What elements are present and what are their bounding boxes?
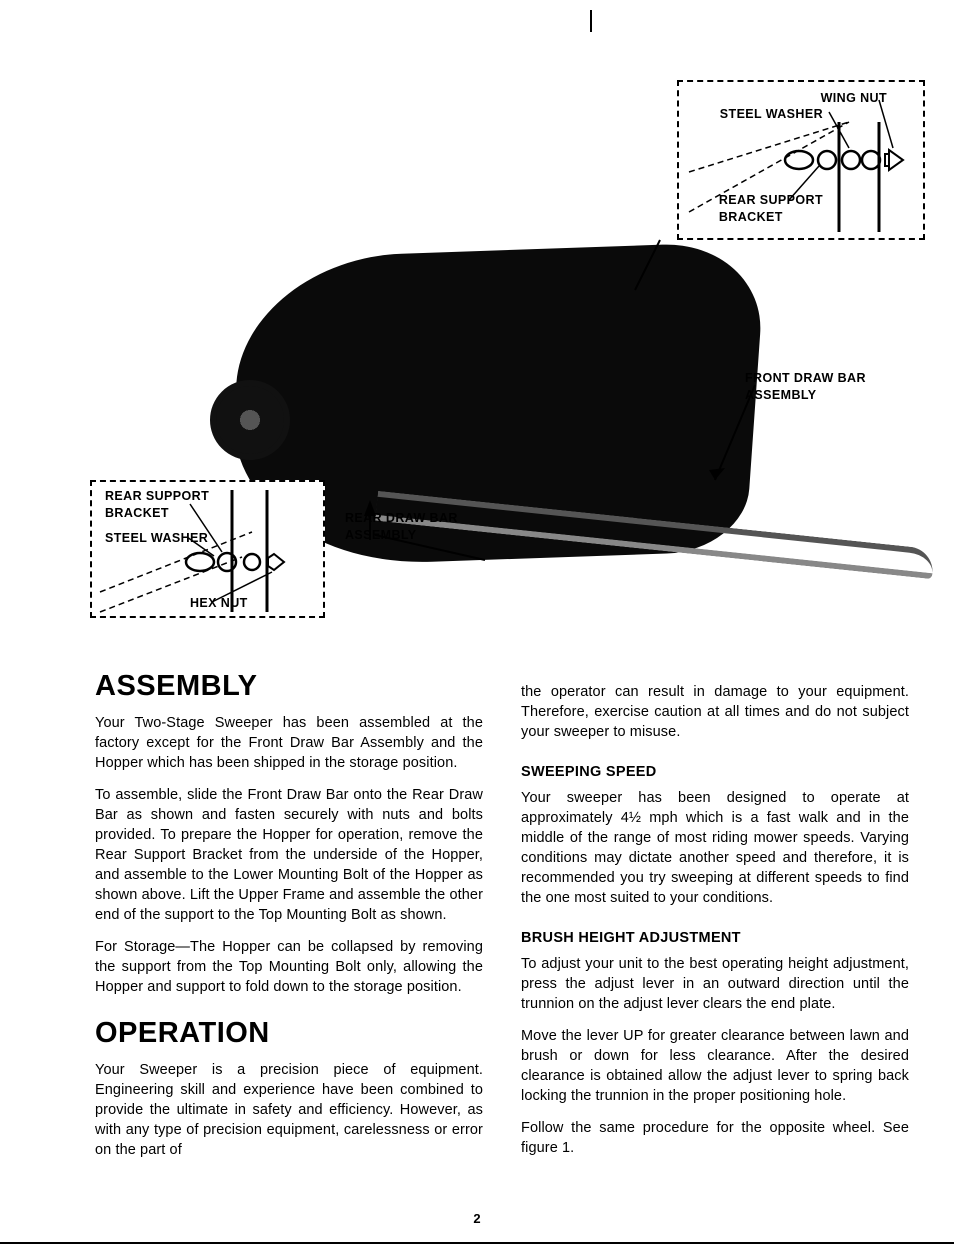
assembly-para-3: For Storage—The Hopper can be collapsed … — [95, 937, 483, 997]
assembly-figure: WING NUT STEEL WASHER REAR SUPPORT BRACK… — [95, 80, 915, 630]
label-wing-nut: WING NUT — [821, 90, 887, 107]
bottom-rule — [0, 1242, 954, 1244]
brush-para-2: Move the lever UP for greater clearance … — [521, 1026, 909, 1106]
crop-mark — [590, 10, 592, 32]
page-number: 2 — [473, 1211, 480, 1226]
operation-para-1: Your Sweeper is a precision piece of equ… — [95, 1060, 483, 1160]
label-hex-nut: HEX NUT — [190, 595, 248, 612]
heading-brush-height: BRUSH HEIGHT ADJUSTMENT — [521, 930, 909, 946]
label-steel-washer-bottom: STEEL WASHER — [105, 530, 215, 547]
label-rear-support-bottom: REAR SUPPORT BRACKET — [105, 488, 215, 522]
assembly-para-1: Your Two-Stage Sweeper has been assemble… — [95, 713, 483, 773]
brush-para-3: Follow the same procedure for the opposi… — [521, 1118, 909, 1158]
assembly-para-2: To assemble, slide the Front Draw Bar on… — [95, 785, 483, 925]
text-columns: ASSEMBLY Your Two-Stage Sweeper has been… — [95, 670, 909, 1172]
right-column: the operator can result in damage to you… — [521, 670, 909, 1172]
sweeping-para-1: Your sweeper has been designed to operat… — [521, 788, 909, 908]
callout-box-top-right: WING NUT STEEL WASHER REAR SUPPORT BRACK… — [677, 80, 925, 240]
label-front-draw-bar: FRONT DRAW BAR ASSEMBLY — [745, 370, 915, 404]
left-column: ASSEMBLY Your Two-Stage Sweeper has been… — [95, 670, 483, 1172]
label-rear-draw-bar: REAR DRAW BAR ASSEMBLY — [345, 510, 495, 544]
heading-sweeping-speed: SWEEPING SPEED — [521, 764, 909, 780]
label-steel-washer-top: STEEL WASHER — [720, 106, 823, 123]
wheel-icon — [210, 380, 290, 460]
operation-para-2: the operator can result in damage to you… — [521, 682, 909, 742]
brush-para-1: To adjust your unit to the best operatin… — [521, 954, 909, 1014]
label-rear-support-top: REAR SUPPORT BRACKET — [719, 192, 823, 226]
manual-page: WING NUT STEEL WASHER REAR SUPPORT BRACK… — [0, 0, 954, 1246]
heading-assembly: ASSEMBLY — [95, 670, 483, 703]
heading-operation: OPERATION — [95, 1017, 483, 1050]
